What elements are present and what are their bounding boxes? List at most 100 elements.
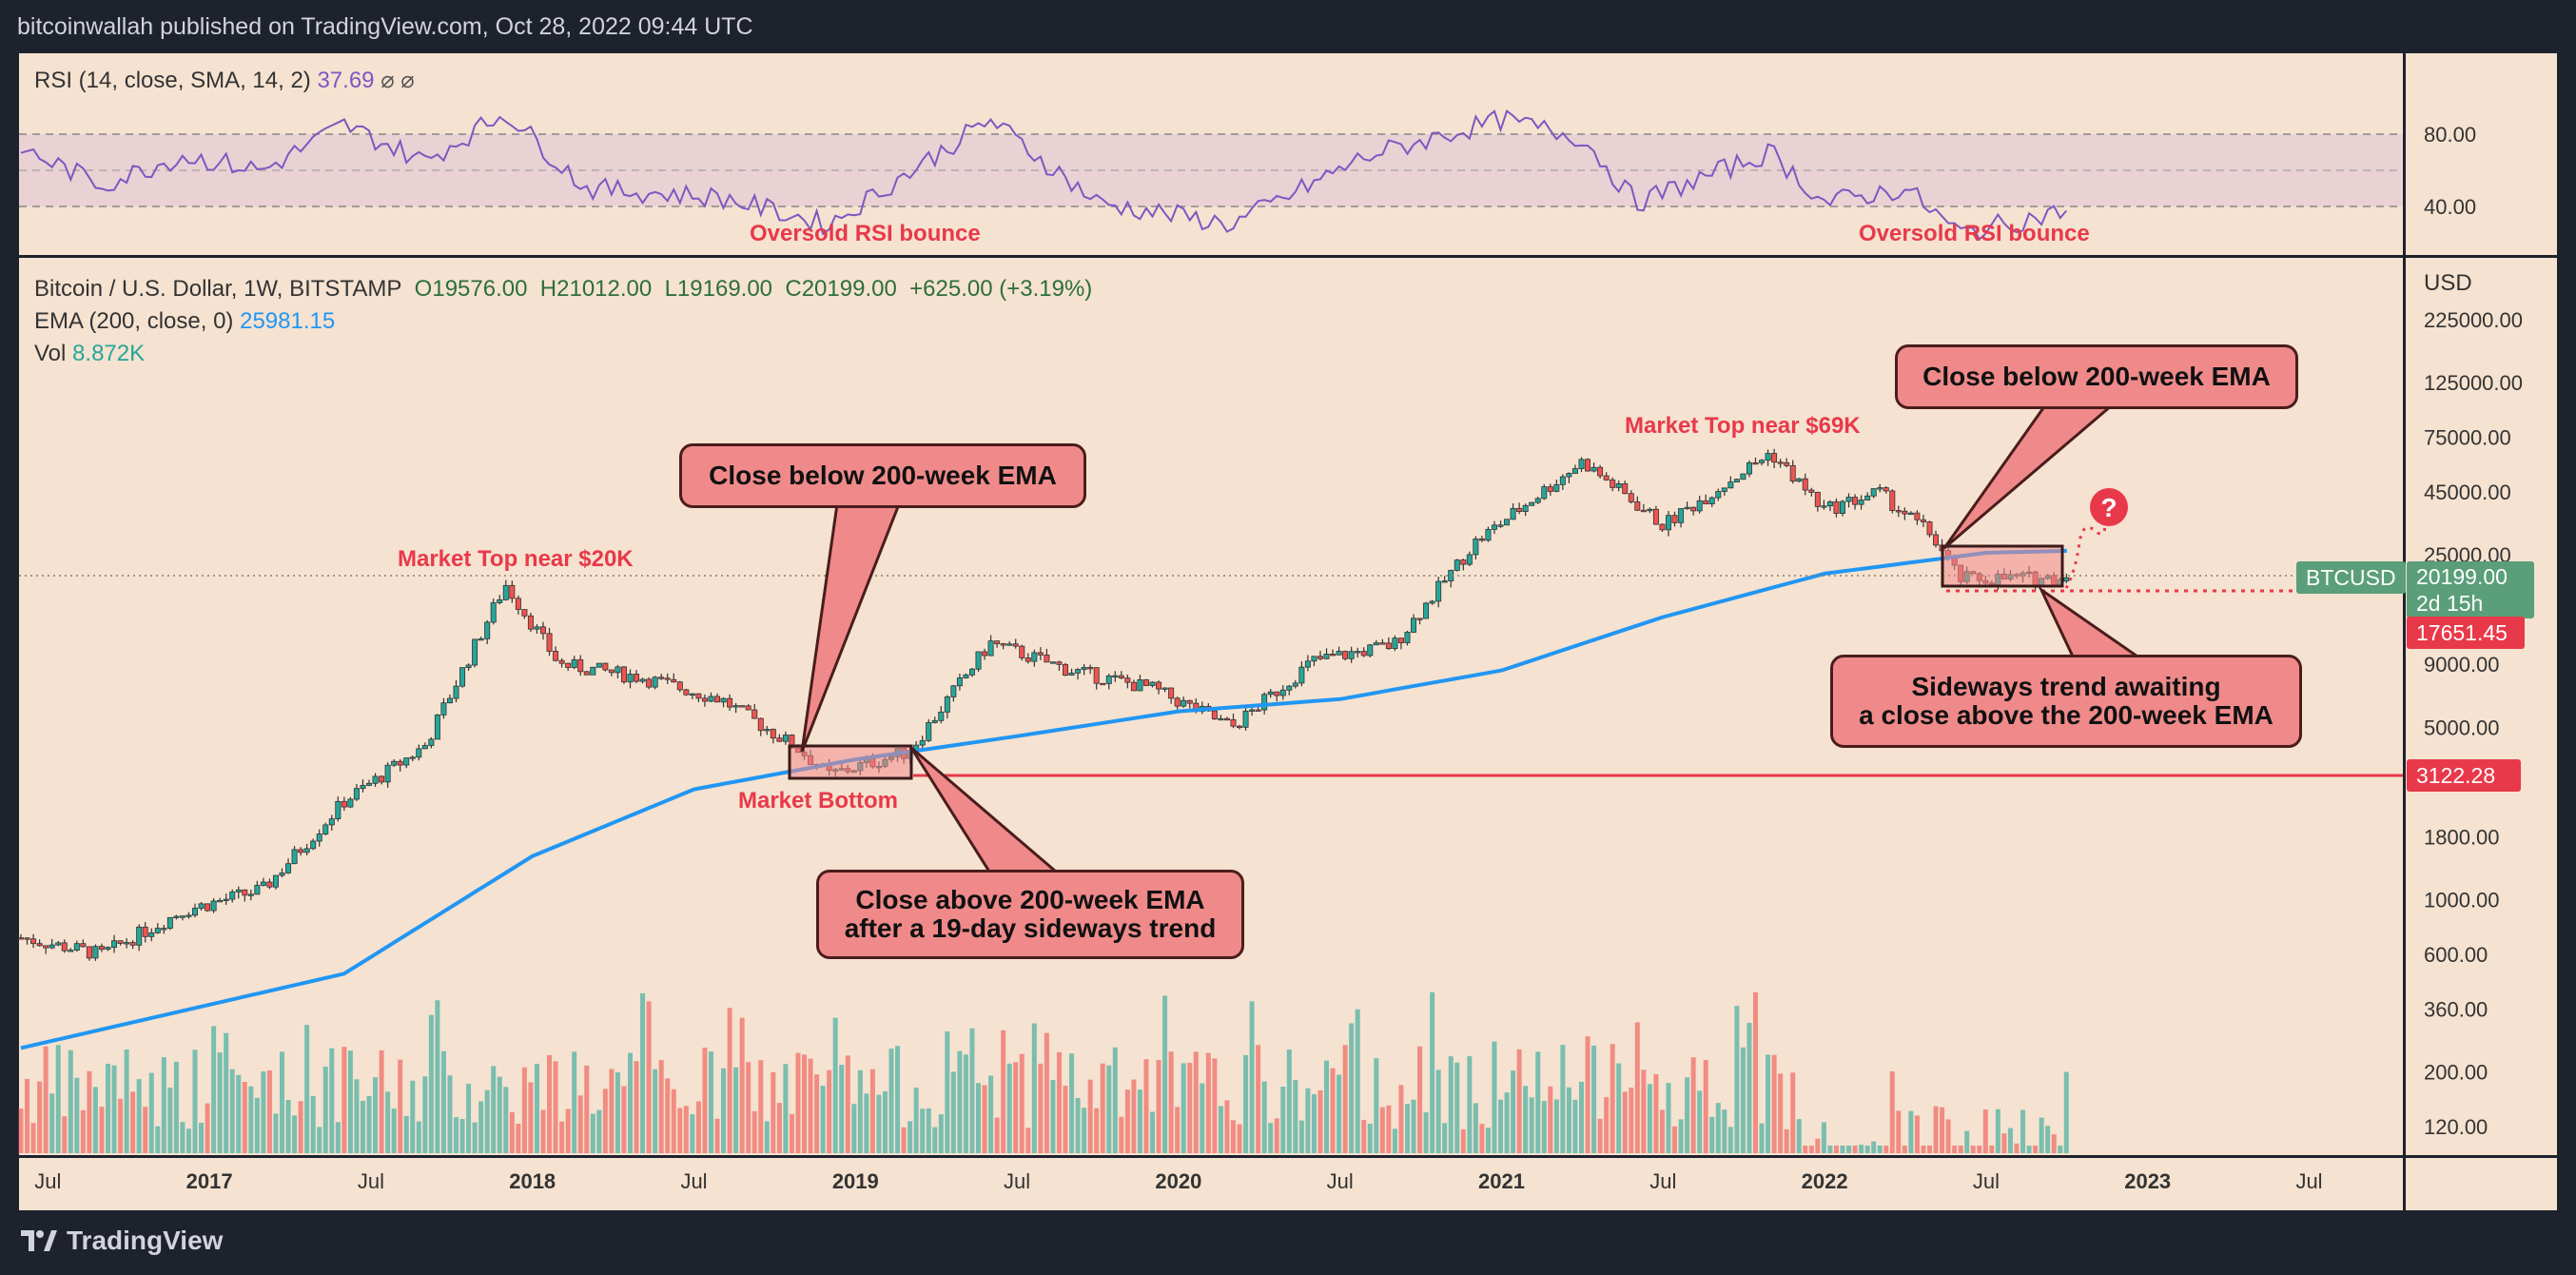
volume-bar xyxy=(143,1107,148,1153)
volume-bar xyxy=(1467,1056,1473,1153)
candle-body xyxy=(1610,479,1616,488)
volume-bar xyxy=(1846,1146,1852,1153)
volume-bar xyxy=(43,1046,49,1153)
tradingview-brand[interactable]: TradingView xyxy=(19,1226,223,1256)
candle-body xyxy=(1777,461,1784,464)
volume-bar xyxy=(180,1122,185,1153)
candle-body xyxy=(745,705,751,711)
candle-body xyxy=(1441,580,1448,583)
candle-body xyxy=(1105,675,1112,684)
last-price: 20199.00 xyxy=(2416,564,2508,589)
volume-bar xyxy=(335,1122,341,1153)
volume-bar xyxy=(1398,1085,1404,1153)
volume-bar xyxy=(459,1119,465,1153)
callout-close-below-ema-2022: Close below 200-week EMA xyxy=(1895,344,2298,409)
x-tick-label: Jul xyxy=(1327,1169,1354,1193)
candle-body xyxy=(472,638,478,666)
candle-body xyxy=(92,946,99,959)
candle-body xyxy=(1142,679,1149,686)
candle-body xyxy=(1411,618,1417,633)
candle-body xyxy=(117,940,124,944)
volume-bar xyxy=(472,1122,478,1153)
market-top-20k-label: Market Top near $20K xyxy=(398,546,634,572)
volume-bar xyxy=(1013,1062,1019,1153)
volume-bar xyxy=(1193,1051,1199,1153)
x-tick-label: 2021 xyxy=(1478,1169,1525,1193)
volume-bar xyxy=(808,1058,813,1153)
vol-legend: Vol 8.872K xyxy=(34,341,145,367)
candle-body xyxy=(1615,483,1622,488)
volume-bar xyxy=(795,1052,801,1153)
volume-bar xyxy=(1902,1146,1907,1153)
candle-body xyxy=(727,697,733,708)
candle-body xyxy=(558,659,565,664)
candle-body xyxy=(1311,656,1317,662)
volume-bar xyxy=(261,1071,266,1153)
volume-bar xyxy=(199,1123,205,1153)
volume-bar xyxy=(1597,1118,1603,1153)
candle-body xyxy=(478,638,484,641)
candle-body xyxy=(1298,666,1305,684)
callout-4-line1: Sideways trend awaiting xyxy=(1911,672,2221,701)
candle-body xyxy=(590,666,596,676)
volume-bar xyxy=(534,1064,539,1153)
volume-bar xyxy=(428,1014,434,1153)
volume-bar xyxy=(2051,1134,2057,1153)
candle-body xyxy=(1416,618,1423,620)
volume-bar xyxy=(540,1109,546,1153)
volume-bar xyxy=(379,1049,384,1153)
candle-body xyxy=(987,640,994,657)
y-tick-label: 1800.00 xyxy=(2424,825,2500,849)
breakout-projection xyxy=(2064,518,2107,589)
volume-bar xyxy=(1460,1128,1466,1153)
y-tick-label: 5000.00 xyxy=(2424,716,2500,739)
candle-body xyxy=(1703,500,1709,504)
volume-bar xyxy=(876,1094,882,1153)
volume-bar xyxy=(1697,1090,1703,1153)
volume-bar xyxy=(1448,1056,1454,1153)
volume-bar xyxy=(1952,1146,1958,1153)
candle-body xyxy=(950,685,957,697)
candle-body xyxy=(459,667,466,687)
volume-bar xyxy=(596,1109,602,1153)
volume-bar xyxy=(1591,1045,1597,1153)
candle-body xyxy=(1237,725,1243,729)
bottom-level-tag: 3122.28 xyxy=(2407,759,2521,792)
volume-bar xyxy=(945,1030,950,1153)
candle-body xyxy=(676,681,683,691)
candle-body xyxy=(776,737,783,742)
volume-bar xyxy=(1629,1088,1634,1153)
candle-body xyxy=(384,764,391,783)
volume-bar xyxy=(185,1128,191,1153)
volume-bar xyxy=(1926,1146,1932,1153)
callout-3-pointer xyxy=(909,746,1061,873)
volume-bar xyxy=(509,1111,515,1153)
volume-bar xyxy=(938,1114,944,1153)
volume-bar xyxy=(789,1113,794,1153)
x-tick-label: Jul xyxy=(2295,1169,2322,1193)
volume-bar xyxy=(602,1089,608,1153)
rsi-line xyxy=(20,108,2068,241)
volume-bar xyxy=(1249,1001,1255,1153)
volume-bar xyxy=(167,1088,173,1153)
volume-bar xyxy=(615,1072,620,1153)
candle-body xyxy=(1665,515,1671,531)
y-tick-label: 200.00 xyxy=(2424,1061,2488,1085)
volume-bar xyxy=(646,1001,652,1153)
chart-frame xyxy=(19,53,2557,1210)
candle-body xyxy=(1392,638,1398,650)
volume-bar xyxy=(628,1052,634,1153)
volume-bar xyxy=(440,1050,446,1153)
candle-body xyxy=(1174,697,1181,707)
candle-body xyxy=(68,950,74,952)
x-tick-label: Jul xyxy=(680,1169,707,1193)
candle-body xyxy=(1870,488,1877,497)
volume-bar xyxy=(1268,1123,1274,1153)
x-tick-label: 2020 xyxy=(1155,1169,1201,1193)
volume-bar xyxy=(1181,1063,1186,1153)
x-tick-label: 2023 xyxy=(2124,1169,2171,1193)
candle-body xyxy=(664,677,671,680)
volume-bar xyxy=(1143,1059,1149,1153)
volume-bar xyxy=(30,1123,36,1153)
